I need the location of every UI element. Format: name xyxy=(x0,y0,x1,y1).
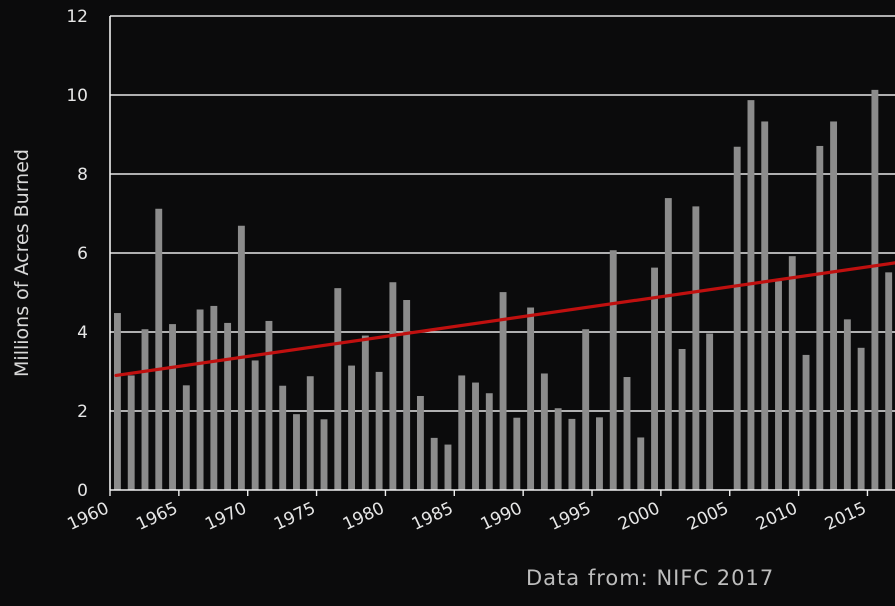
bar xyxy=(747,100,755,490)
x-tick-label: 1995 xyxy=(546,498,594,534)
bar xyxy=(582,329,590,490)
bar xyxy=(210,305,218,490)
bar xyxy=(499,292,507,490)
bar xyxy=(871,89,879,491)
bar xyxy=(458,375,466,490)
x-tick-labels: 1960 1965 1970 1975 1980 1985 1990 1995 2000 2005… xyxy=(64,498,869,534)
bar xyxy=(224,322,232,490)
bar xyxy=(334,288,342,490)
bar xyxy=(692,206,700,490)
y-tick-label: 8 xyxy=(77,165,88,185)
bar xyxy=(265,320,273,490)
bar xyxy=(706,333,714,490)
bar xyxy=(169,324,176,490)
bar xyxy=(885,272,893,490)
bar xyxy=(843,319,851,490)
bar xyxy=(403,300,411,490)
bar xyxy=(361,335,369,490)
bar xyxy=(389,282,397,490)
bar xyxy=(651,267,658,490)
y-tick-label: 10 xyxy=(66,86,88,106)
bar xyxy=(127,375,135,490)
x-tick-label: 2015 xyxy=(822,498,870,534)
bar xyxy=(141,329,149,490)
x-tick-label: 1975 xyxy=(271,498,319,534)
y-axis-title: Millions of Acres Burned xyxy=(11,149,33,377)
bar xyxy=(596,417,603,490)
bar xyxy=(196,309,204,490)
bar xyxy=(114,313,121,490)
y-tick-label: 0 xyxy=(77,481,88,501)
x-tick-label: 1960 xyxy=(64,498,112,534)
bar xyxy=(293,414,300,490)
bar xyxy=(306,376,314,490)
source-note: Data from: NIFC 2017 xyxy=(526,566,775,590)
x-tick-label: 2000 xyxy=(615,498,663,534)
axes xyxy=(109,16,895,496)
bar xyxy=(678,348,686,490)
bar xyxy=(348,365,356,490)
x-tick-label: 1965 xyxy=(133,498,181,534)
y-tick-label: 6 xyxy=(77,244,88,264)
bar xyxy=(251,360,259,490)
y-tick-label: 4 xyxy=(77,323,88,343)
bar xyxy=(775,281,782,490)
bar xyxy=(320,419,328,490)
bar xyxy=(554,408,562,490)
x-tick-label: 1985 xyxy=(409,498,457,534)
y-tick-labels: 0 2 4 6 8 10 12 xyxy=(66,7,88,501)
trend-line-group xyxy=(114,261,895,378)
x-tick-label: 2005 xyxy=(684,498,732,534)
bar xyxy=(155,208,163,490)
bar xyxy=(733,146,741,490)
bar xyxy=(788,256,796,490)
bar xyxy=(830,121,838,490)
bar xyxy=(472,382,479,490)
bar-series xyxy=(114,89,893,491)
bar xyxy=(761,121,769,490)
x-tick-label: 2010 xyxy=(753,498,801,534)
bar xyxy=(416,395,424,490)
trend-line xyxy=(114,261,895,378)
bar xyxy=(375,371,383,490)
bar xyxy=(527,307,535,490)
y-tick-label: 2 xyxy=(77,402,88,422)
bar xyxy=(816,145,824,490)
bar xyxy=(637,437,645,490)
bar xyxy=(444,444,452,490)
bar xyxy=(513,417,521,490)
y-tick-label: 12 xyxy=(66,7,88,27)
bar xyxy=(664,198,672,490)
bar xyxy=(623,377,631,490)
bar xyxy=(568,418,576,490)
x-tick-label: 1970 xyxy=(202,498,250,534)
bar xyxy=(802,354,810,490)
bar xyxy=(485,393,493,490)
bar xyxy=(540,373,548,490)
bar xyxy=(182,385,190,490)
x-tick-label: 1990 xyxy=(478,498,526,534)
bar xyxy=(430,437,438,490)
bar xyxy=(857,347,865,490)
bar xyxy=(609,250,617,490)
bar xyxy=(279,385,287,490)
x-tick-label: 1980 xyxy=(340,498,388,534)
